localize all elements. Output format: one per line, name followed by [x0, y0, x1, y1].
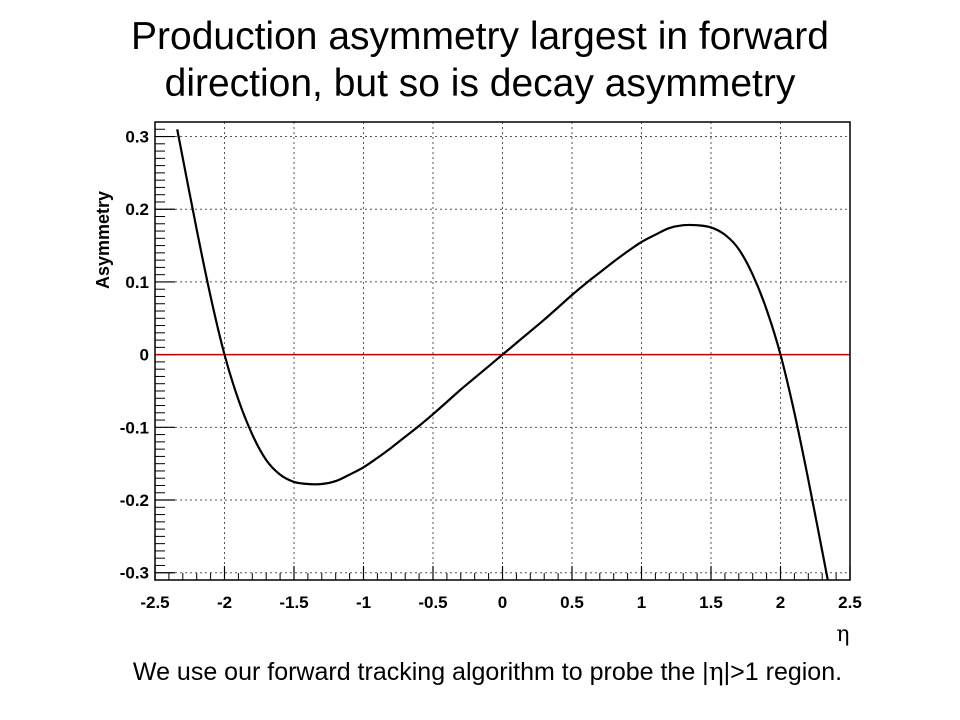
slide-title-line-2: direction, but so is decay asymmetry [164, 62, 796, 105]
x-tick-label: -0.5 [418, 593, 447, 612]
y-tick-labels: -0.3 -0.2 -0.1 0 0.1 0.2 0.3 [120, 128, 149, 583]
x-tick-label: 2 [776, 593, 785, 612]
footer-text-end: |>1 region. [723, 658, 843, 686]
x-tick-label: 1.5 [699, 593, 723, 612]
x-axis-label: η [836, 622, 849, 647]
plot-frame [154, 121, 851, 581]
x-tick-label: -2.5 [140, 593, 169, 612]
slide-title-line-1: Production asymmetry largest in forward [131, 15, 829, 58]
x-tick-label: -1 [356, 593, 371, 612]
x-tick-label: 1 [637, 593, 646, 612]
y-tick-label: -0.2 [120, 491, 149, 510]
x-tick-label: 0 [498, 593, 507, 612]
y-axis-label: Asymmetry [93, 191, 113, 289]
y-tick-label: -0.1 [120, 418, 149, 437]
x-tick-labels: -2.5 -2 -1.5 -1 -0.5 0 0.5 1 1.5 2 2.5 [140, 593, 861, 612]
grid [155, 122, 850, 580]
footer-text: We use our forward tracking algorithm to… [0, 657, 960, 687]
y-tick-label: -0.3 [120, 564, 149, 583]
y-tick-label: 0.3 [125, 128, 149, 147]
x-tick-label: 2.5 [838, 593, 862, 612]
asymmetry-curve [176, 129, 829, 581]
tick-marks [154, 121, 851, 581]
x-tick-label: -1.5 [279, 593, 308, 612]
footer-text-start: We use our forward tracking algorithm to… [132, 658, 709, 686]
x-tick-label: 0.5 [560, 593, 584, 612]
y-tick-label: 0.2 [125, 200, 149, 219]
x-tick-label: -2 [217, 593, 232, 612]
y-tick-label: 0 [140, 346, 149, 365]
y-tick-label: 0.1 [125, 273, 149, 292]
eta-symbol: η [708, 657, 724, 686]
